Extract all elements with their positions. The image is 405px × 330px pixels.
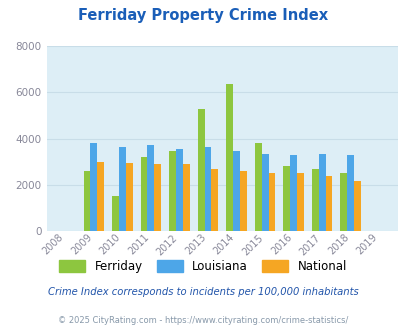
Bar bbox=[283, 166, 290, 231]
Bar bbox=[182, 164, 189, 231]
Legend: Ferriday, Louisiana, National: Ferriday, Louisiana, National bbox=[54, 255, 351, 278]
Bar bbox=[254, 143, 261, 231]
Bar bbox=[347, 155, 353, 231]
Bar bbox=[325, 176, 332, 231]
Bar bbox=[83, 171, 90, 231]
Bar bbox=[311, 169, 318, 231]
Bar bbox=[226, 84, 232, 231]
Bar bbox=[169, 151, 176, 231]
Bar bbox=[140, 157, 147, 231]
Bar bbox=[147, 145, 154, 231]
Bar bbox=[268, 173, 275, 231]
Bar bbox=[296, 173, 303, 231]
Bar bbox=[340, 173, 347, 231]
Text: © 2025 CityRating.com - https://www.cityrating.com/crime-statistics/: © 2025 CityRating.com - https://www.city… bbox=[58, 316, 347, 325]
Bar bbox=[232, 151, 239, 231]
Bar bbox=[290, 155, 296, 231]
Bar bbox=[204, 148, 211, 231]
Text: Ferriday Property Crime Index: Ferriday Property Crime Index bbox=[78, 8, 327, 23]
Bar bbox=[90, 143, 97, 231]
Bar bbox=[318, 154, 325, 231]
Text: Crime Index corresponds to incidents per 100,000 inhabitants: Crime Index corresponds to incidents per… bbox=[47, 287, 358, 297]
Bar bbox=[353, 181, 360, 231]
Bar bbox=[154, 164, 161, 231]
Bar bbox=[126, 163, 132, 231]
Bar bbox=[211, 169, 218, 231]
Bar bbox=[197, 109, 204, 231]
Bar bbox=[119, 147, 126, 231]
Bar bbox=[176, 149, 182, 231]
Bar bbox=[112, 196, 119, 231]
Bar bbox=[97, 162, 104, 231]
Bar bbox=[239, 171, 246, 231]
Bar bbox=[261, 154, 268, 231]
